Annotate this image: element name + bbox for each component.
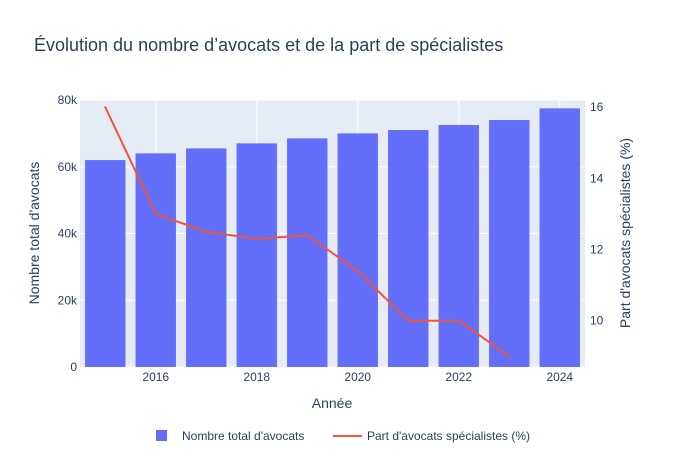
x-axis: 2016 2018 2020 2022 2024	[142, 370, 573, 384]
line-point-2020[interactable]	[356, 269, 359, 272]
x-tick-label: 2024	[546, 370, 573, 384]
y-axis-title: Nombre total d'avocats	[26, 162, 42, 305]
line-point-2023[interactable]	[508, 355, 511, 358]
line-point-2018[interactable]	[255, 237, 258, 240]
legend[interactable]: Nombre total d'avocats Part d'avocats spé…	[156, 429, 530, 443]
legend-bar-swatch	[156, 430, 167, 441]
legend-line-label: Part d'avocats spécialistes (%)	[367, 429, 530, 443]
y-tick-label: 0	[70, 360, 77, 374]
bar-2016[interactable]	[135, 153, 176, 367]
line-point-2017[interactable]	[205, 230, 208, 233]
y2-tick-label: 10	[590, 314, 604, 328]
bar-2021[interactable]	[388, 130, 429, 367]
bar-series[interactable]	[85, 108, 580, 368]
chart-title: Évolution du nombre d’avocats et de la p…	[34, 35, 503, 55]
line-point-2021[interactable]	[407, 319, 410, 322]
y2-tick-label: 16	[590, 100, 604, 114]
y2-axis-title: Part d'avocats spécialistes (%)	[617, 138, 633, 328]
y-tick-label: 80k	[58, 93, 78, 107]
x-tick-label: 2016	[142, 370, 169, 384]
legend-item-line[interactable]: Part d'avocats spécialistes (%)	[333, 429, 530, 443]
legend-item-bars[interactable]: Nombre total d'avocats	[156, 429, 304, 443]
bar-2023[interactable]	[489, 120, 530, 368]
x-axis-title: Année	[312, 395, 353, 411]
line-point-2022[interactable]	[457, 319, 460, 322]
bar-2020[interactable]	[337, 133, 378, 367]
y2-tick-label: 12	[590, 243, 604, 257]
bar-2024[interactable]	[539, 108, 580, 367]
y2-tick-label: 14	[590, 171, 604, 185]
bar-2019[interactable]	[287, 138, 328, 367]
x-tick-label: 2018	[243, 370, 270, 384]
line-point-2019[interactable]	[306, 234, 309, 237]
y-axis-left: 0 20k 40k 60k 80k	[58, 93, 78, 374]
y-axis-right: 10 12 14 16	[590, 100, 604, 328]
legend-bar-label: Nombre total d'avocats	[182, 429, 304, 443]
y-tick-label: 20k	[58, 293, 78, 307]
y-tick-label: 40k	[58, 227, 78, 241]
bar-2017[interactable]	[186, 148, 227, 367]
line-point-2015[interactable]	[104, 106, 107, 109]
x-tick-label: 2020	[344, 370, 371, 384]
bar-2018[interactable]	[236, 143, 277, 367]
bar-2015[interactable]	[85, 160, 126, 367]
line-series[interactable]	[104, 106, 511, 358]
y-tick-label: 60k	[58, 160, 78, 174]
x-tick-label: 2022	[445, 370, 472, 384]
bar-2022[interactable]	[438, 125, 479, 367]
line-point-2016[interactable]	[154, 212, 157, 215]
